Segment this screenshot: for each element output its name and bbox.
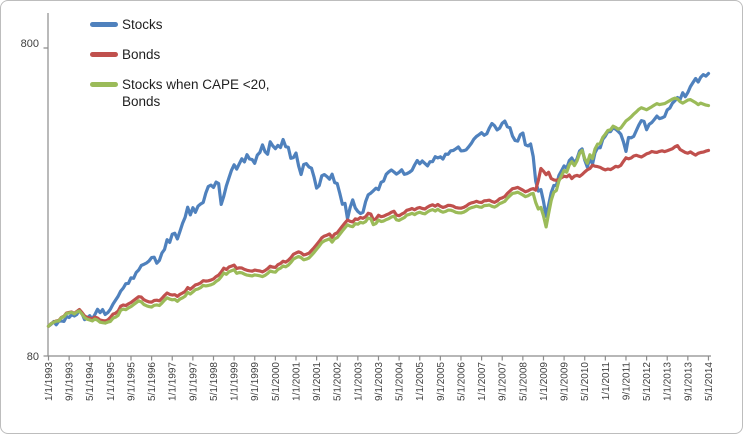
cape-strategy-series-line — [46, 96, 711, 328]
x-tick-label: 5/1/2002 — [333, 362, 344, 401]
y-axis-label-80: 80 — [26, 351, 39, 363]
x-tick-label: 9/1/2011 — [622, 362, 633, 401]
x-tick-label: 1/1/2003 — [353, 362, 364, 401]
x-tick-label: 5/1/1994 — [85, 362, 96, 401]
legend-label-bonds: Bonds — [122, 47, 161, 62]
x-tick-label: 9/1/2003 — [374, 362, 385, 401]
x-tick-label: 9/1/1997 — [188, 362, 199, 401]
x-tick-label: 5/1/2004 — [395, 362, 406, 401]
x-tick-label: 9/1/1999 — [250, 362, 261, 401]
legend-item-bonds: Bonds — [90, 46, 290, 63]
x-tick-label: 9/1/2001 — [312, 362, 323, 401]
x-tick-label: 1/1/2009 — [539, 362, 550, 401]
x-tick-label: 5/1/1998 — [209, 362, 220, 401]
x-tick-label: 1/1/2007 — [477, 362, 488, 401]
x-tick-label: 5/1/2006 — [457, 362, 468, 401]
stocks-series-line — [46, 71, 711, 328]
stocks-line-swatch-icon — [90, 22, 118, 27]
x-tick-label: 1/1/2011 — [601, 362, 612, 401]
x-tick-label: 1/1/2013 — [663, 362, 674, 401]
x-tick-label: 5/1/2008 — [518, 362, 529, 401]
legend: Stocks Bonds Stocks when CAPE <20, Bonds — [90, 16, 290, 123]
x-tick-label: 5/1/1996 — [147, 362, 158, 401]
x-tick-label: 5/1/2000 — [271, 362, 282, 401]
x-tick-label: 9/1/2005 — [436, 362, 447, 401]
x-tick-label: 9/1/2013 — [683, 362, 694, 401]
legend-item-cape-strategy: Stocks when CAPE <20, Bonds — [90, 76, 290, 110]
x-tick-label: 1/1/2001 — [292, 362, 303, 401]
x-tick-label: 1/1/1993 — [44, 362, 55, 401]
legend-label-stocks: Stocks — [122, 17, 163, 32]
bonds-line-swatch-icon — [90, 52, 118, 57]
y-axis-label-800: 800 — [20, 38, 39, 50]
x-tick-label: 9/1/1993 — [65, 362, 76, 401]
bonds-series-line — [46, 144, 711, 328]
x-tick-label: 5/1/2014 — [704, 362, 715, 401]
x-tick-label: 1/1/1999 — [230, 362, 241, 401]
x-tick-label: 5/1/2010 — [580, 362, 591, 401]
x-tick-label: 5/1/2012 — [642, 362, 653, 401]
x-tick-label: 9/1/2007 — [498, 362, 509, 401]
x-tick-label: 1/1/2005 — [415, 362, 426, 401]
x-tick-label: 1/1/1997 — [168, 362, 179, 401]
x-tick-label: 9/1/2009 — [560, 362, 571, 401]
legend-item-stocks: Stocks — [90, 16, 290, 33]
legend-label-cape-strategy: Stocks when CAPE <20, Bonds — [122, 77, 270, 109]
x-tick-label: 9/1/1995 — [127, 362, 138, 401]
x-tick-label: 1/1/1995 — [106, 362, 117, 401]
cape-strategy-line-swatch-icon — [90, 82, 118, 87]
